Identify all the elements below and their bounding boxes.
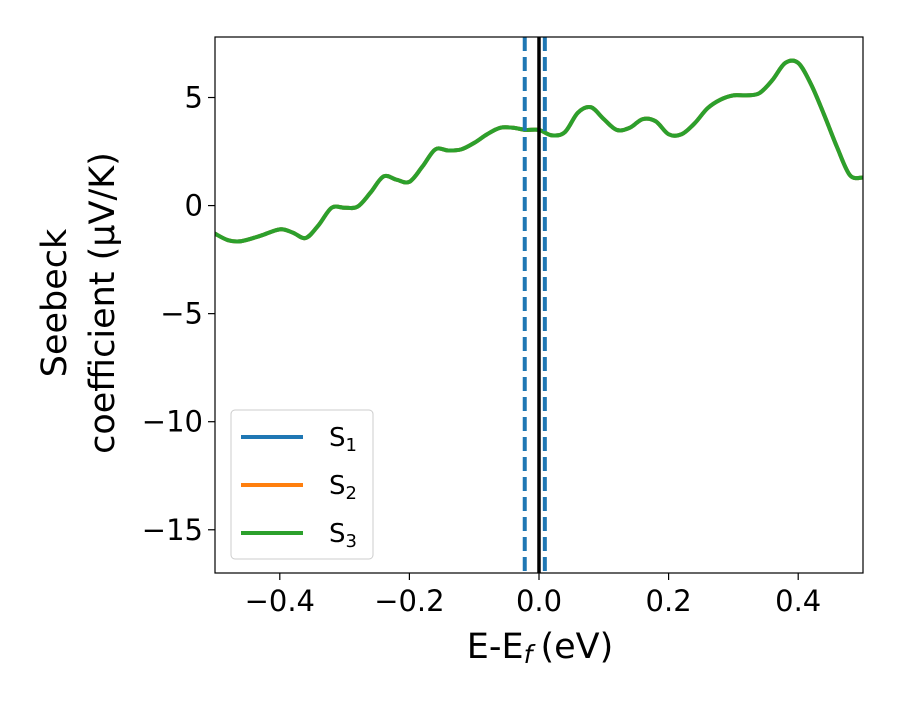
y-tick-label: 0: [185, 189, 203, 223]
x-tick-label: 0.2: [646, 584, 692, 618]
y-axis-label-line2: coefficient (μV/K): [83, 152, 123, 454]
x-tick-label: −0.2: [374, 584, 444, 618]
x-axis-label: E-Ef (eV): [467, 627, 613, 669]
legend: S1 S2 S3: [230, 409, 374, 560]
legend-label: S2: [329, 471, 357, 504]
legend-item-s1: S1: [241, 423, 357, 456]
legend-label: S1: [329, 423, 357, 456]
y-tick-label: 5: [185, 81, 203, 115]
series-line-s3: [215, 58, 863, 244]
legend-label: S3: [329, 519, 357, 552]
y-axis-label-line1: Seebeck: [35, 228, 75, 377]
series-layer: [215, 58, 863, 244]
x-axis-ticks: −0.4 −0.2 0.0 0.2 0.4: [245, 573, 821, 618]
y-tick-label: −10: [142, 405, 203, 439]
y-axis-ticks: −15 −10 −5 0 5: [142, 81, 215, 547]
x-tick-label: −0.4: [245, 584, 315, 618]
x-tick-label: 0.0: [516, 584, 562, 618]
y-tick-label: −15: [142, 513, 203, 547]
y-axis-label: Seebeck coefficient (μV/K): [35, 152, 123, 454]
legend-item-s2: S2: [241, 471, 357, 504]
vertical-markers: [522, 37, 547, 573]
x-tick-label: 0.4: [775, 584, 821, 618]
y-tick-label: −5: [160, 297, 203, 331]
legend-item-s3: S3: [241, 519, 357, 552]
